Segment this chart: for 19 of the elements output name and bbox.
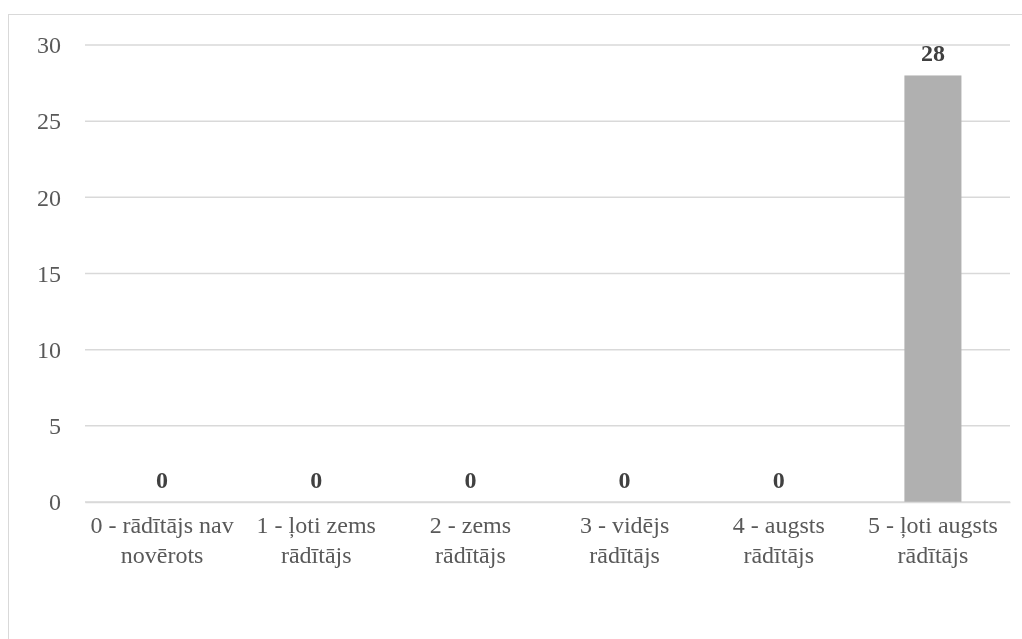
data-label: 0 (310, 467, 323, 493)
x-tick-label: 3 - vidējs rādītājs (579, 512, 670, 569)
x-tick-label: 2 - zems rādītājs (429, 512, 512, 569)
x-tick-label: 1 - ļoti zems rādītājs (256, 512, 376, 569)
y-tick-label: 0 (49, 489, 61, 516)
y-tick-label: 10 (37, 336, 61, 363)
y-tick-label: 20 (37, 184, 61, 211)
y-tick-label: 15 (37, 260, 61, 287)
data-label: 0 (772, 467, 785, 493)
y-tick-label: 5 (49, 413, 61, 440)
data-label: 0 (156, 467, 169, 493)
x-tick-label: 4 - augsts rādītājs (732, 512, 825, 569)
data-label: 28 (920, 40, 945, 67)
x-tick-label: 0 - rādītājs nav novērots (90, 512, 234, 569)
data-label: 0 (464, 467, 477, 493)
y-tick-label: 25 (37, 108, 61, 135)
y-tick-label: 30 (37, 32, 61, 59)
x-tick-label: 5 - ļoti augsts rādītājs (867, 512, 998, 569)
data-label: 0 (618, 467, 631, 493)
